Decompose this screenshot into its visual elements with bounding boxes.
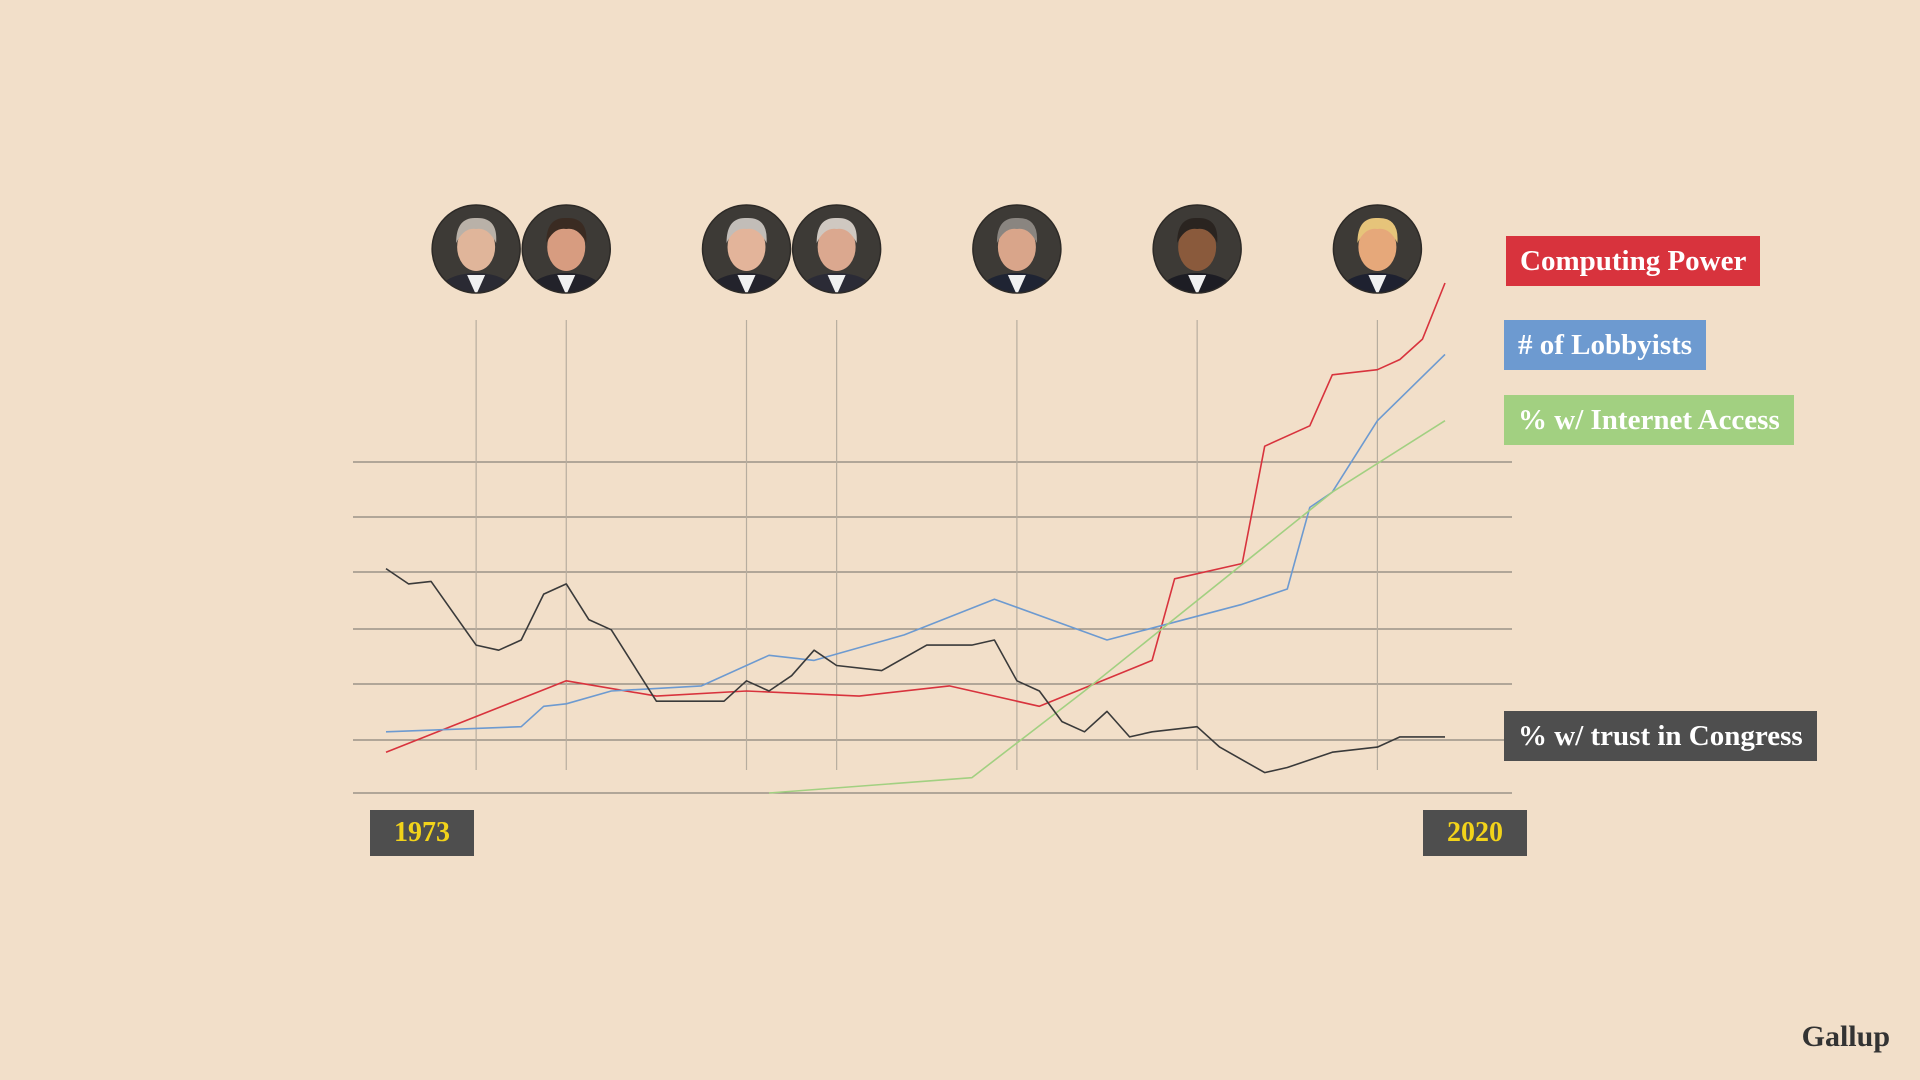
president-portraits [431, 204, 1423, 294]
trust-in-congress-line [385, 567, 1445, 774]
lobbyists-line [385, 353, 1446, 733]
legend-lobbyists: # of Lobbyists [1504, 320, 1707, 370]
president-portrait-7-icon [1333, 205, 1422, 293]
president-portrait-2-icon [522, 205, 611, 293]
computing-power-line [385, 282, 1446, 753]
legend-trust-in-congress: % w/ trust in Congress [1504, 711, 1817, 761]
x-axis-start-label: 1973 [370, 810, 474, 856]
president-portrait-4-icon [792, 205, 881, 293]
series-lines [385, 282, 1446, 794]
president-portrait-1-icon [432, 205, 521, 293]
president-portrait-6-icon [1153, 205, 1242, 293]
source-label: Gallup [1801, 1020, 1890, 1053]
president-portrait-5-icon [972, 205, 1061, 293]
president-portrait-3-icon [702, 205, 791, 293]
legend-computing-power: Computing Power [1506, 236, 1761, 286]
internet-access-line [768, 420, 1446, 794]
president-timeline-lines [475, 320, 1379, 770]
gridlines [353, 461, 1512, 794]
x-axis-end-label: 2020 [1423, 810, 1527, 856]
legend-internet-access: % w/ Internet Access [1504, 395, 1794, 445]
